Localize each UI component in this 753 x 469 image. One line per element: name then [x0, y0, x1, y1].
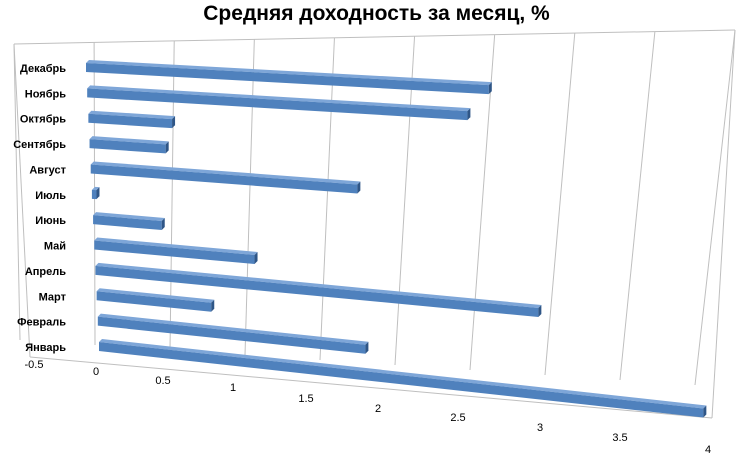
bar: [91, 186, 100, 200]
gridline-vertical: [544, 33, 576, 376]
bar-end-face: [96, 187, 100, 200]
category-label: Июль: [35, 190, 66, 202]
bar: [86, 60, 492, 95]
bar-top-face: [95, 262, 542, 308]
x-tick-label: 2: [375, 403, 381, 415]
bar-end-face: [467, 108, 471, 121]
category-labels: Декабрь Ноябрь Октябрь Сентябрь Август Июль Ию…: [13, 63, 66, 354]
bars: [86, 60, 707, 418]
bar-front-face: [95, 265, 539, 317]
bar-top-face: [90, 161, 361, 185]
x-tick-label: 2.5: [450, 412, 465, 424]
chart-title: Средняя доходность за месяц, %: [203, 2, 550, 25]
bar-front-face: [89, 139, 166, 154]
category-label: Август: [29, 164, 66, 176]
bar: [96, 288, 215, 312]
bar-end-face: [211, 299, 215, 312]
gridline-vertical: [13, 43, 21, 341]
bar-top-face: [88, 110, 176, 120]
bar-end-face: [488, 82, 492, 95]
bar-end-face: [161, 218, 165, 231]
bar-front-face: [97, 316, 366, 354]
bar-end-face: [172, 116, 176, 129]
bar-end-face: [538, 304, 542, 317]
category-label: Январь: [25, 342, 66, 354]
bar-top-face: [99, 339, 707, 409]
bar-top-face: [97, 313, 369, 345]
bar-front-face: [88, 113, 173, 129]
x-tick-label: 1: [230, 382, 236, 394]
category-label: Май: [44, 241, 66, 253]
category-label: Сентябрь: [13, 139, 66, 151]
category-label: Февраль: [17, 317, 66, 329]
bar-top-face: [87, 85, 471, 112]
bar-front-face: [91, 189, 97, 200]
bar: [99, 339, 707, 418]
x-tick-label: -0.5: [25, 359, 44, 371]
x-tick-label: 0: [93, 366, 99, 378]
gridline-vertical: [244, 39, 255, 356]
gridline-vertical: [694, 29, 736, 386]
gridline-vertical: [394, 36, 416, 366]
category-label: Октябрь: [20, 114, 66, 126]
category-label: Март: [39, 291, 67, 303]
floor-front-edge: [29, 356, 713, 419]
x-tick-label: 3: [537, 422, 543, 434]
category-label: Ноябрь: [25, 88, 66, 100]
bar-top-face: [91, 186, 100, 191]
bar: [87, 85, 471, 121]
x-tick-label: 4: [705, 444, 711, 456]
bar: [97, 313, 369, 354]
bar-front-face: [90, 164, 358, 194]
bar-top-face: [94, 237, 258, 255]
bar-front-face: [96, 291, 212, 312]
category-label: Декабрь: [20, 63, 66, 75]
category-label: Июнь: [35, 215, 66, 227]
bar-end-face: [254, 251, 258, 264]
wall-top-edge: [13, 29, 736, 45]
bar: [94, 237, 258, 264]
bar-end-face: [165, 141, 169, 154]
bar-front-face: [99, 342, 704, 418]
bar: [95, 262, 542, 317]
gridline-vertical: [319, 37, 335, 361]
right-wall-edge: [711, 29, 736, 419]
bar-top-face: [96, 288, 215, 303]
x-tick-label: 1.5: [298, 393, 313, 405]
bar: [89, 136, 169, 154]
bar-top-face: [89, 136, 169, 145]
bar: [93, 212, 165, 231]
category-label: Апрель: [25, 266, 66, 278]
gridline-vertical: [619, 31, 656, 381]
side-wall-edge: [13, 43, 31, 358]
bar-end-face: [357, 181, 361, 194]
tick-labels: -0.5 0 0.5 1 1.5 2 2.5 3 3.5 4: [25, 359, 712, 456]
bar: [90, 161, 361, 194]
bar-top-face: [86, 60, 492, 86]
bar-front-face: [94, 240, 255, 264]
bar-front-face: [93, 215, 162, 231]
bar-front-face: [86, 63, 489, 95]
x-tick-label: 0.5: [155, 375, 170, 387]
bar-end-face: [365, 341, 369, 354]
bar-front-face: [87, 88, 468, 121]
bar: [88, 110, 176, 129]
x-tick-label: 3.5: [612, 432, 627, 444]
bar-end-face: [703, 405, 707, 418]
bar-top-face: [93, 212, 165, 222]
